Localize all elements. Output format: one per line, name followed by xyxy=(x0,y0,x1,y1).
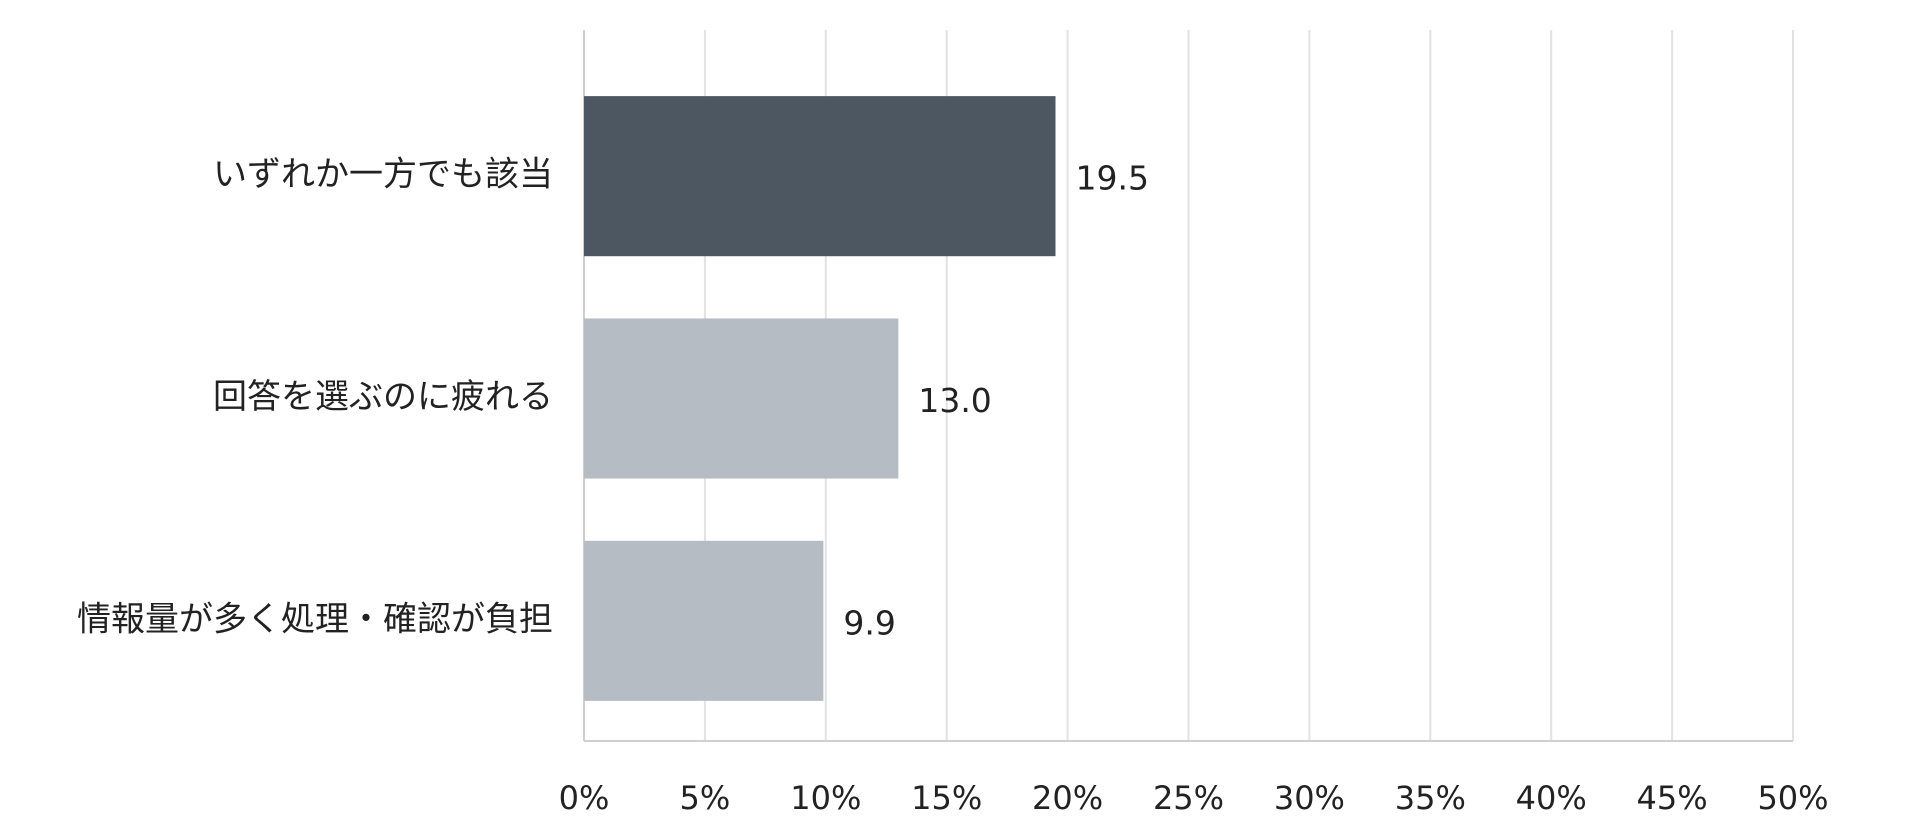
x-tick-label: 15% xyxy=(911,779,982,817)
category-label: 回答を選ぶのに疲れる xyxy=(213,377,553,417)
x-tick-label: 35% xyxy=(1395,779,1466,817)
x-tick-label: 45% xyxy=(1637,779,1708,817)
bar xyxy=(584,96,1056,257)
category-label: 情報量が多く処理・確認が負担 xyxy=(77,599,553,639)
bar xyxy=(584,318,899,479)
x-tick-label: 0% xyxy=(559,779,610,817)
value-label: 9.9 xyxy=(843,603,895,642)
x-tick-label: 25% xyxy=(1153,779,1224,817)
value-label: 13.0 xyxy=(918,381,991,420)
x-tick-label: 20% xyxy=(1032,779,1103,817)
x-tick-label: 30% xyxy=(1274,779,1345,817)
category-label: いずれか一方でも該当 xyxy=(213,155,553,195)
x-tick-label: 10% xyxy=(790,779,861,817)
x-tick-label: 5% xyxy=(680,779,731,817)
x-tick-label: 40% xyxy=(1516,779,1587,817)
value-label: 19.5 xyxy=(1076,159,1149,198)
bar xyxy=(584,540,824,701)
x-tick-label: 50% xyxy=(1757,779,1828,817)
